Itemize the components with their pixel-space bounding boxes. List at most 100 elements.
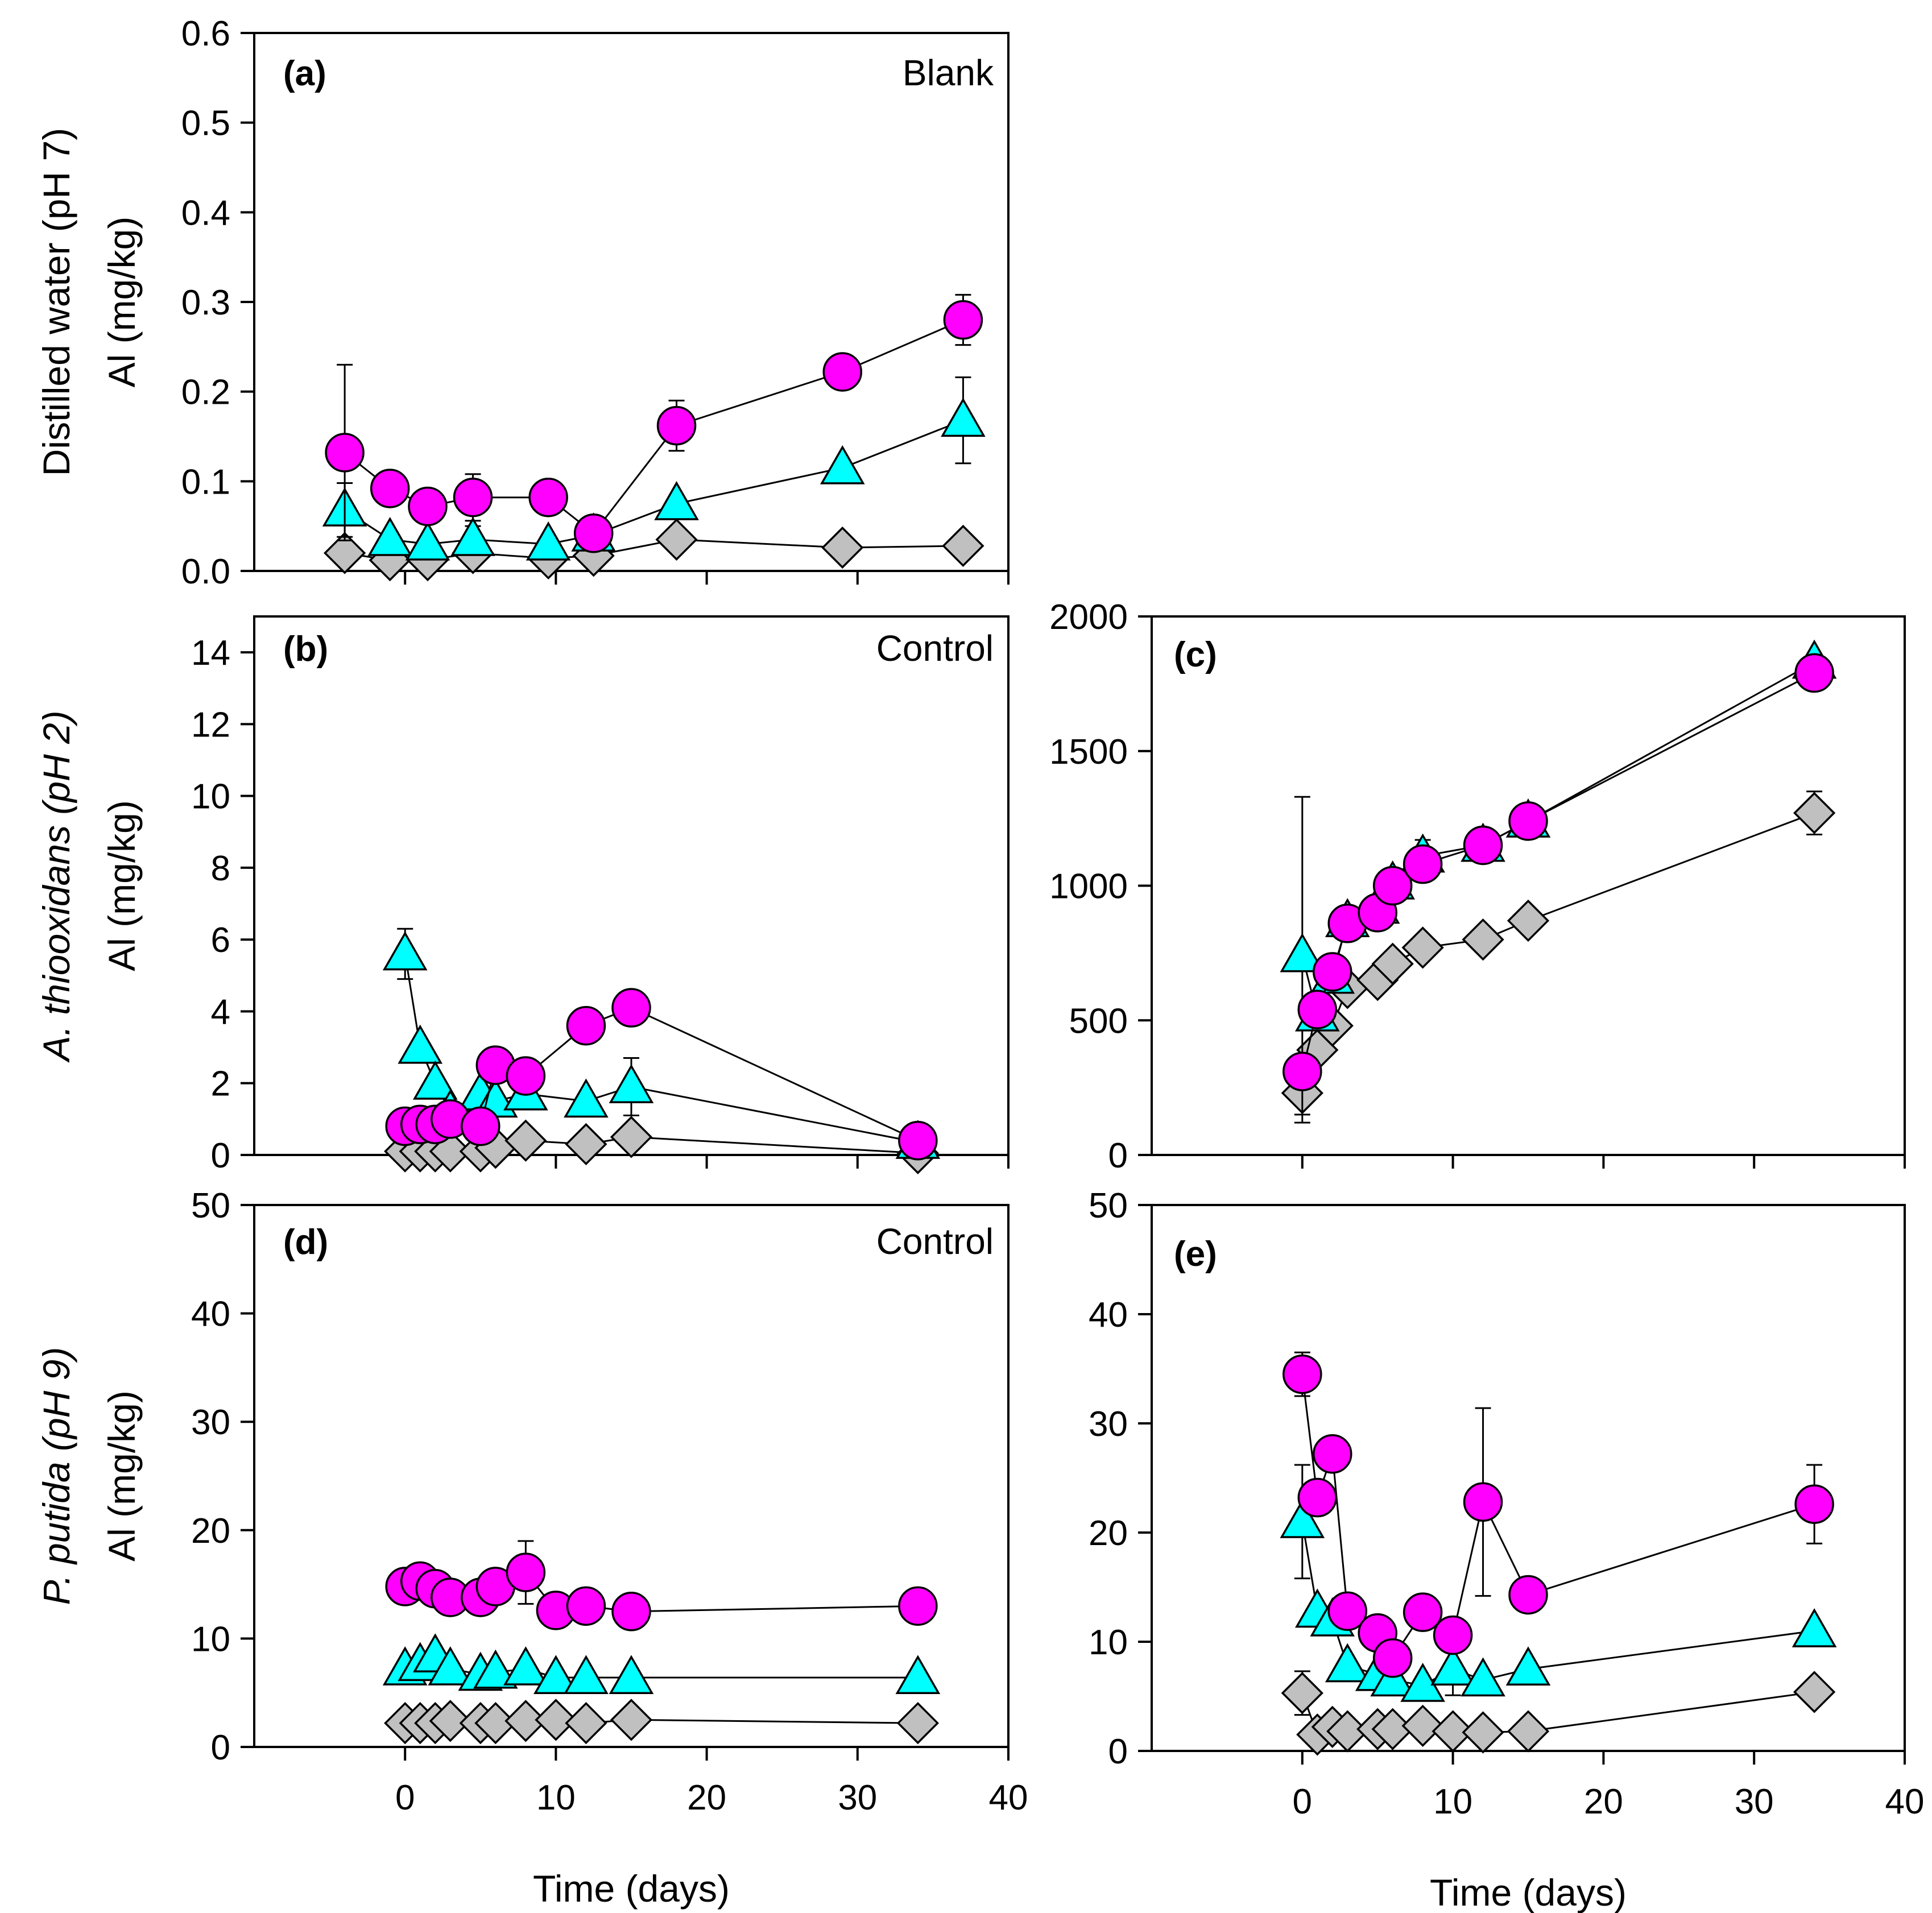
diamond-marker bbox=[429, 1130, 471, 1173]
circle-marker bbox=[1372, 1638, 1413, 1678]
y-tick-label: 0.6 bbox=[181, 14, 230, 53]
treatment-label: Blank bbox=[903, 52, 994, 93]
circle-marker bbox=[408, 486, 448, 527]
y-tick-label: 20 bbox=[191, 1512, 230, 1551]
triangle-marker bbox=[450, 516, 495, 556]
circle-marker bbox=[1463, 1482, 1503, 1522]
circle-marker bbox=[573, 514, 614, 553]
triangle-marker bbox=[1430, 1646, 1475, 1686]
series-circle bbox=[1283, 1351, 1834, 1678]
triangle-marker bbox=[367, 516, 412, 556]
diamond-marker bbox=[1326, 1710, 1369, 1753]
y-tick-label: 10 bbox=[1089, 1623, 1128, 1662]
circle-marker bbox=[1403, 844, 1443, 884]
circle-marker bbox=[506, 1056, 546, 1096]
y-tick-label: 50 bbox=[191, 1186, 230, 1225]
circle-marker bbox=[822, 352, 863, 392]
x-tick-label: 20 bbox=[1584, 1782, 1623, 1821]
panel-label: (e) bbox=[1174, 1235, 1217, 1274]
diamond-marker bbox=[1432, 1710, 1474, 1753]
treatment-label: Control bbox=[876, 628, 994, 669]
triangle-marker bbox=[820, 445, 865, 485]
panel-label: (a) bbox=[283, 54, 326, 93]
x-tick-label: 40 bbox=[1885, 1782, 1925, 1821]
panel-b: 0 2 4 6 8 10 12 14 A. thiooxidans (pH 2) Al (mg/k… bbox=[35, 615, 1010, 1175]
y-tick-label: 0.3 bbox=[181, 283, 230, 322]
circle-marker bbox=[1508, 1575, 1548, 1615]
panel-label: (c) bbox=[1174, 635, 1217, 674]
panel-label: (b) bbox=[283, 630, 328, 669]
x-tick-label: 0 bbox=[395, 1778, 415, 1817]
x-axis-title: Time (days) bbox=[533, 1868, 730, 1910]
y-tick-label: 0.1 bbox=[181, 462, 230, 502]
triangle-marker bbox=[564, 1655, 609, 1694]
y-axis-title: A. thiooxidans (pH 2) bbox=[35, 710, 77, 1063]
circle-marker bbox=[1794, 1484, 1834, 1524]
triangle-marker bbox=[1505, 1646, 1551, 1686]
circle-marker bbox=[461, 1106, 500, 1146]
circle-marker bbox=[1313, 952, 1352, 992]
triangle-marker bbox=[1325, 1643, 1370, 1683]
circle-marker bbox=[898, 1120, 938, 1161]
x-tick-label: 10 bbox=[536, 1778, 576, 1817]
triangle-marker bbox=[1280, 1498, 1325, 1538]
diamond-marker bbox=[1401, 926, 1444, 969]
diamond-marker bbox=[1401, 1704, 1444, 1747]
diamond-marker bbox=[821, 526, 864, 569]
circle-marker bbox=[1433, 1615, 1473, 1655]
panel-label: (d) bbox=[283, 1223, 328, 1262]
triangle-marker bbox=[564, 1078, 609, 1118]
panel-e: 0 10 20 30 40 50 0 10 20 30 40 Time (days) (e) bbox=[1089, 1186, 1924, 1913]
triangle-marker bbox=[526, 521, 571, 561]
triangle-marker bbox=[1461, 1657, 1505, 1697]
circle-marker bbox=[1313, 1434, 1352, 1474]
circle-marker bbox=[611, 988, 651, 1028]
circle-marker bbox=[1463, 825, 1503, 866]
circle-marker bbox=[656, 405, 697, 446]
triangle-marker bbox=[533, 1655, 578, 1694]
series-circle bbox=[385, 988, 938, 1161]
series-diamond bbox=[1281, 1670, 1836, 1756]
x-tick-label: 20 bbox=[687, 1778, 726, 1817]
y-axis-unit-title: Al (mg/kg) bbox=[101, 800, 143, 971]
series-triangle bbox=[322, 376, 986, 561]
diamond-marker bbox=[610, 1699, 653, 1741]
circle-marker bbox=[528, 477, 568, 517]
y-tick-label: 2000 bbox=[1049, 598, 1128, 637]
y-tick-label: 0.2 bbox=[181, 373, 230, 412]
circle-marker bbox=[1297, 1477, 1338, 1518]
y-tick-label: 10 bbox=[191, 777, 230, 817]
treatment-label: Control bbox=[876, 1221, 994, 1262]
diamond-marker bbox=[1462, 1711, 1504, 1754]
x-tick-label: 40 bbox=[989, 1778, 1028, 1817]
circle-marker bbox=[1794, 653, 1834, 693]
y-tick-label: 12 bbox=[191, 705, 230, 744]
triangle-marker bbox=[1280, 933, 1325, 972]
y-tick-label: 30 bbox=[191, 1403, 230, 1442]
circle-marker bbox=[1327, 1591, 1367, 1631]
panel-c: 0 500 1000 1500 2000 (c) bbox=[1049, 598, 1906, 1175]
diamond-marker bbox=[1793, 1671, 1836, 1713]
y-tick-label: 40 bbox=[191, 1295, 230, 1334]
diamond-marker bbox=[323, 532, 366, 574]
circle-marker bbox=[1508, 801, 1548, 841]
circle-marker bbox=[1283, 1051, 1322, 1091]
triangle-marker bbox=[473, 1649, 518, 1689]
panel-a: 0.0 0.1 0.2 0.3 0.4 0.5 0.6 Distilled water (pH… bbox=[35, 14, 1010, 591]
plot-frame bbox=[253, 1204, 1010, 1748]
diamond-marker bbox=[1281, 1672, 1323, 1715]
diamond-marker bbox=[1507, 1710, 1550, 1753]
x-tick-label: 0 bbox=[1293, 1782, 1312, 1821]
series-circle bbox=[325, 293, 983, 553]
triangle-marker bbox=[382, 931, 428, 971]
diamond-marker bbox=[1462, 918, 1504, 961]
triangle-marker bbox=[503, 1646, 548, 1686]
y-tick-label: 0.4 bbox=[181, 193, 230, 233]
y-tick-label: 2 bbox=[211, 1065, 230, 1104]
triangle-marker bbox=[609, 1064, 654, 1104]
x-tick-label: 10 bbox=[1433, 1782, 1472, 1821]
circle-marker bbox=[898, 1586, 938, 1626]
y-tick-label: 4 bbox=[211, 992, 230, 1032]
